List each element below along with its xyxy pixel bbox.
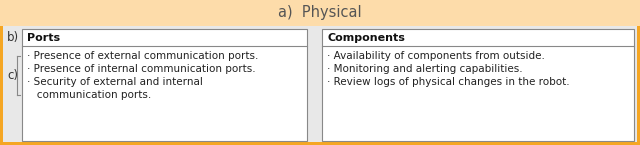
Text: · Review logs of physical changes in the robot.: · Review logs of physical changes in the…	[327, 77, 570, 87]
Bar	[3, 26, 637, 142]
Text: · Availability of components from outside.: · Availability of components from outsid…	[327, 51, 545, 61]
Text: · Presence of internal communication ports.: · Presence of internal communication por…	[27, 64, 255, 74]
Text: · Security of external and internal: · Security of external and internal	[27, 77, 203, 87]
Text: a)  Physical: a) Physical	[278, 6, 362, 20]
Bar	[322, 29, 634, 141]
Text: · Presence of external communication ports.: · Presence of external communication por…	[27, 51, 259, 61]
Text: Ports: Ports	[27, 33, 60, 43]
Text: c): c)	[8, 69, 19, 82]
Text: Components: Components	[327, 33, 405, 43]
Text: b): b)	[7, 31, 19, 45]
Bar	[0, 142, 640, 145]
Text: · Monitoring and alerting capabilities.: · Monitoring and alerting capabilities.	[327, 64, 523, 74]
Text: communication ports.: communication ports.	[27, 90, 151, 100]
Bar	[0, 0, 640, 26]
Bar	[22, 29, 307, 141]
